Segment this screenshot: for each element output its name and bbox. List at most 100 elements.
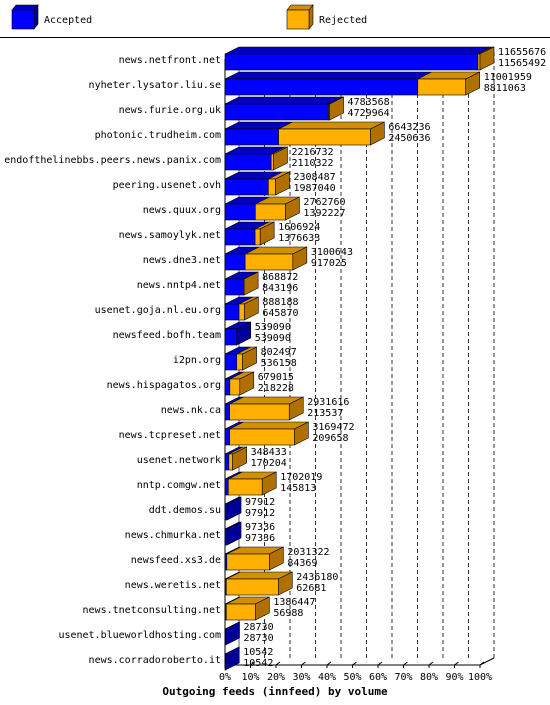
site-label: endofthelinebbs.peers.news.panix.com <box>4 155 221 166</box>
x-tick-label: 40% <box>318 672 336 683</box>
accepted-value: 56988 <box>273 608 303 619</box>
bar-group <box>224 396 304 421</box>
offered-value: 348433 <box>251 447 287 458</box>
site-label: nyheter.lysator.liu.se <box>89 80 221 91</box>
accepted-value: 539090 <box>255 333 291 344</box>
bar-group <box>224 96 344 121</box>
accepted-value: 28730 <box>244 633 274 644</box>
offered-value: 868872 <box>262 272 298 283</box>
site-label: news.nk.ca <box>161 405 221 416</box>
tick-mark <box>428 661 434 666</box>
accepted-value: 1987040 <box>293 183 335 194</box>
tick-mark <box>352 661 357 666</box>
bar-rejected <box>270 153 274 171</box>
bar-accepted-top <box>224 71 432 80</box>
offered-value: 1606924 <box>278 222 320 233</box>
tick-mark <box>377 661 383 666</box>
bars <box>224 46 495 671</box>
accepted-value: 2450636 <box>388 133 430 144</box>
bar-accepted-top <box>224 96 343 105</box>
accepted-value: 2110322 <box>291 158 333 169</box>
tick-mark <box>275 661 281 666</box>
bar-group <box>224 296 259 321</box>
bar-side <box>243 271 259 296</box>
bar-side <box>277 571 293 596</box>
bar-accepted <box>224 53 479 71</box>
offered-value: 28730 <box>244 622 274 633</box>
x-tick-label: 70% <box>394 672 412 683</box>
bar-rejected <box>226 553 270 571</box>
bar-rejected <box>225 578 279 596</box>
site-label: news.hispagatos.org <box>107 380 221 391</box>
accepted-value: 8811063 <box>484 83 526 94</box>
site-label: news.dne3.net <box>143 255 221 266</box>
accepted-value: 1392227 <box>303 208 345 219</box>
bar-group <box>224 596 270 621</box>
x-tick-label: 10% <box>241 672 259 683</box>
accepted-value: 645870 <box>262 308 298 319</box>
bar-accepted-top <box>224 46 493 55</box>
accepted-value: 1376633 <box>278 233 320 244</box>
bar-group <box>224 171 290 196</box>
bar-rejected <box>255 203 286 221</box>
bar-side <box>479 46 495 71</box>
bar-accepted <box>224 228 256 246</box>
bar-rejected <box>228 453 233 471</box>
site-label: photonic.trudheim.com <box>95 130 221 141</box>
accepted-value: 4729964 <box>348 108 390 119</box>
x-tick-label: 90% <box>445 672 463 683</box>
bar-group <box>224 121 385 146</box>
bar-rejected-top <box>278 121 385 130</box>
accepted-value: 209658 <box>312 433 348 444</box>
bar-group <box>224 346 257 371</box>
bar-rejected <box>229 378 241 396</box>
site-label: news.tnetconsulting.net <box>83 605 221 616</box>
bar-side <box>273 146 288 171</box>
bar-group <box>224 546 284 571</box>
x-tick-label: 30% <box>292 672 310 683</box>
bar-accepted <box>224 328 238 346</box>
x-tick-label: 100% <box>468 672 492 683</box>
bar-group <box>224 246 308 271</box>
offered-value: 2216732 <box>291 147 333 158</box>
site-label: ddt.demos.su <box>149 505 221 516</box>
bar-rejected <box>244 253 294 271</box>
bar-accepted <box>224 528 228 546</box>
accepted-value: 218228 <box>258 383 294 394</box>
site-label: news.quux.org <box>143 205 221 216</box>
offered-value: 97336 <box>245 522 275 533</box>
bar-group <box>224 46 495 71</box>
bar-rejected <box>229 403 290 421</box>
offered-value: 888188 <box>262 297 298 308</box>
bar-group <box>224 646 240 671</box>
legend-label: Rejected <box>319 15 367 26</box>
offered-value: 6643236 <box>388 122 430 133</box>
bar-accepted <box>224 253 246 271</box>
bar-rejected <box>228 478 263 496</box>
bar-side <box>242 346 257 371</box>
offered-value: 2436180 <box>296 572 338 583</box>
offered-value: 1702019 <box>280 472 322 483</box>
legend-item-accepted: Accepted <box>11 4 92 30</box>
accepted-value: 11565492 <box>498 58 546 69</box>
x-tick-label: 0% <box>219 672 231 683</box>
site-label: i2pn.org <box>173 355 221 366</box>
bar-accepted <box>224 428 230 446</box>
bar-side <box>370 121 385 146</box>
site-label: news.samoylyk.net <box>119 230 221 241</box>
site-label: news.furie.org.uk <box>119 105 221 116</box>
site-label: peering.usenet.ovh <box>113 180 221 191</box>
offered-value: 4783568 <box>348 97 390 108</box>
tick-mark <box>403 661 408 666</box>
tick-mark <box>301 661 306 666</box>
site-label: news.weretis.net <box>125 580 221 591</box>
site-label: news.nntp4.net <box>137 280 221 291</box>
bar-group <box>224 371 255 396</box>
bar-accepted <box>224 303 240 321</box>
offered-value: 2762760 <box>303 197 345 208</box>
offered-value: 11001959 <box>484 72 532 83</box>
bar-rejected <box>268 178 276 196</box>
offered-value: 10542 <box>243 647 273 658</box>
bar-group <box>224 421 309 446</box>
